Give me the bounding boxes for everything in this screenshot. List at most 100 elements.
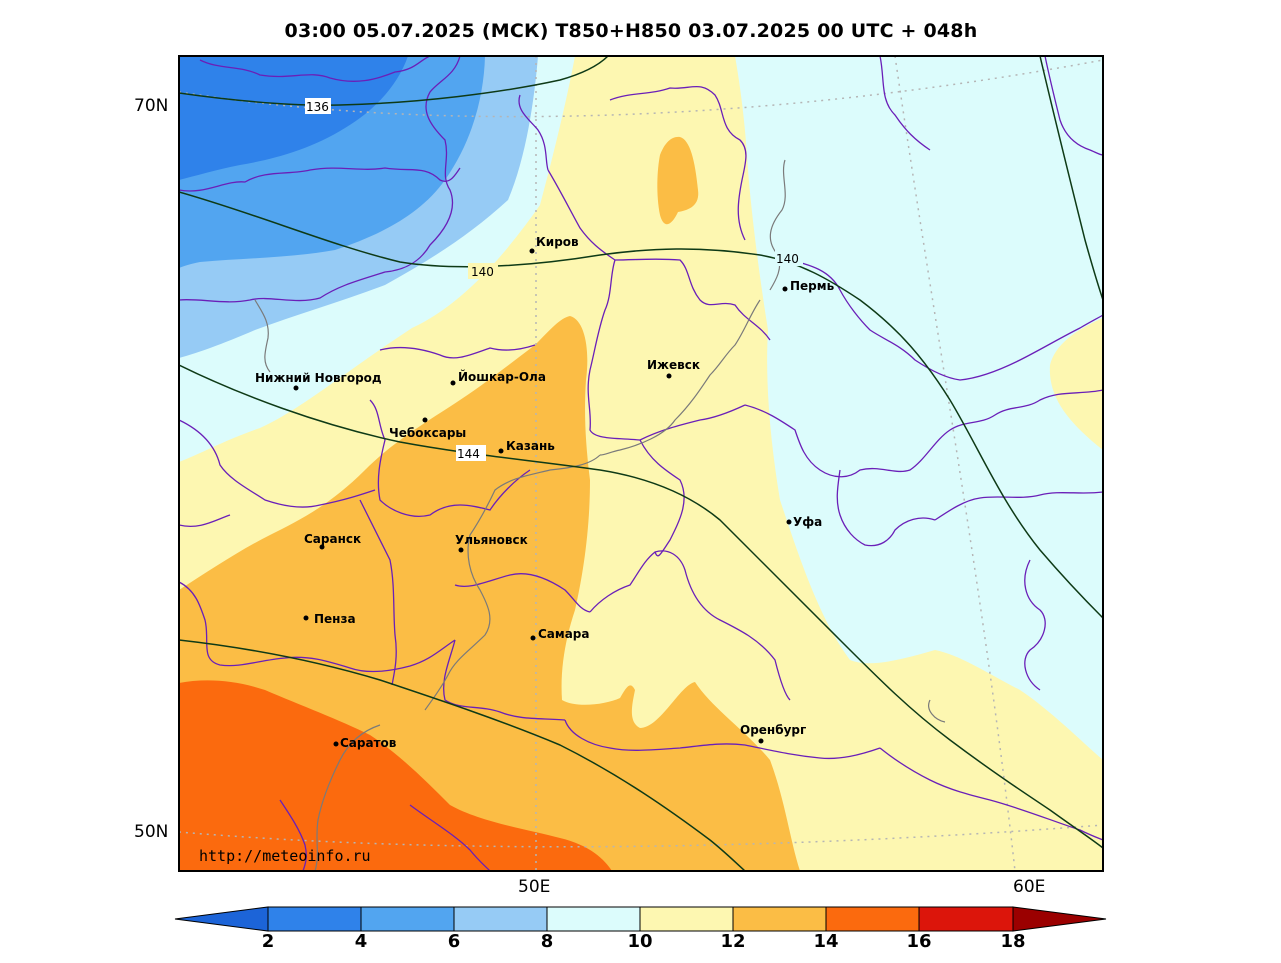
lat-label-50n: 50N bbox=[134, 822, 169, 842]
colorbar-bin-4-6 bbox=[360, 906, 455, 932]
city-izhevsk: Ижевск bbox=[647, 358, 700, 379]
city-nizhny-novgorod: Нижний Новгород bbox=[255, 371, 382, 391]
svg-text:Йошкар-Ола: Йошкар-Ола bbox=[458, 369, 546, 384]
border-line bbox=[639, 439, 685, 557]
border-line bbox=[879, 747, 1103, 841]
temperature-field bbox=[179, 56, 1103, 871]
isohypse-144 bbox=[179, 364, 1103, 849]
city-perm: Пермь bbox=[782, 279, 835, 293]
river-oka bbox=[254, 299, 271, 373]
isohypse-label-144: 144 bbox=[457, 447, 480, 461]
colorbar-tick: 16 bbox=[906, 931, 932, 952]
border-line bbox=[179, 167, 461, 192]
svg-text:Самара: Самара bbox=[538, 627, 590, 641]
region-borders bbox=[179, 56, 1103, 871]
colorbar-tick: 8 bbox=[540, 931, 554, 952]
city-saratov: Саратов bbox=[333, 736, 397, 750]
isohypse-140-east bbox=[1039, 56, 1103, 301]
border-line bbox=[1044, 56, 1103, 156]
border-line bbox=[179, 514, 231, 527]
city-yoshkar-ola: Йошкар-Ола bbox=[450, 369, 546, 386]
isohypse-136 bbox=[179, 56, 609, 106]
cities: Киров Пермь Нижний Новгород Йошкар-Ола И… bbox=[255, 235, 835, 750]
isohypse-labels: 136 140 140 144 bbox=[305, 98, 803, 461]
colorbar-bin-16-18 bbox=[918, 906, 1014, 932]
city-saransk: Саранск bbox=[304, 532, 361, 550]
border-line bbox=[836, 469, 936, 547]
border-line bbox=[1024, 559, 1046, 691]
city-orenburg: Оренбург bbox=[740, 723, 806, 744]
colorbar-tick: 14 bbox=[813, 931, 839, 952]
border-line bbox=[454, 573, 591, 613]
lon-label-50e: 50E bbox=[518, 877, 551, 897]
colorbar-tick: 4 bbox=[354, 931, 368, 952]
border-line bbox=[179, 419, 376, 508]
colorbar-bin-12-14 bbox=[732, 906, 827, 932]
city-kazan: Казань bbox=[498, 439, 555, 454]
source-url[interactable]: http://meteoinfo.ru bbox=[199, 847, 371, 865]
city-samara: Самара bbox=[530, 627, 590, 641]
svg-text:Пермь: Пермь bbox=[790, 279, 835, 293]
temp-band-14-16 bbox=[179, 680, 612, 871]
colorbar-tick: 6 bbox=[447, 931, 461, 952]
temp-band-8-10-east bbox=[735, 56, 1103, 760]
svg-text:Оренбург: Оренбург bbox=[740, 723, 806, 737]
river-kama bbox=[599, 299, 761, 456]
city-ulyanovsk: Ульяновск bbox=[455, 533, 528, 553]
map-frame bbox=[178, 55, 1104, 872]
city-ufa: Уфа bbox=[786, 515, 822, 529]
map-title: 03:00 05.07.2025 (МСК) T850+H850 03.07.2… bbox=[284, 20, 978, 42]
river-ural bbox=[928, 699, 946, 723]
colorbar-bin-6-8 bbox=[453, 906, 548, 932]
border-line bbox=[614, 258, 771, 341]
border-line bbox=[518, 94, 549, 171]
colorbar-tick: 18 bbox=[1000, 931, 1026, 952]
isohypse-label-140-east: 140 bbox=[776, 252, 799, 266]
colorbar-under-triangle bbox=[174, 906, 269, 932]
colorbar-bin-10-12 bbox=[639, 906, 734, 932]
rivers bbox=[254, 159, 946, 871]
border-line bbox=[179, 581, 456, 673]
svg-text:Чебоксары: Чебоксары bbox=[389, 426, 466, 440]
lat-label-70n: 70N bbox=[134, 96, 169, 116]
border-line bbox=[443, 639, 566, 721]
isohypse-label-136: 136 bbox=[306, 100, 329, 114]
graticule-lon-60 bbox=[894, 56, 1016, 871]
colorbar-tick: 10 bbox=[627, 931, 653, 952]
temp-band-2-4 bbox=[179, 56, 408, 180]
svg-text:Саратов: Саратов bbox=[340, 736, 397, 750]
border-line bbox=[879, 56, 931, 151]
colorbar-bin-8-10 bbox=[546, 906, 641, 932]
border-line bbox=[609, 85, 747, 241]
river-kama-upper bbox=[769, 159, 786, 291]
city-penza: Пенза bbox=[303, 612, 356, 626]
svg-text:Саранск: Саранск bbox=[304, 532, 361, 546]
colorbar-tick: 12 bbox=[720, 931, 746, 952]
border-line bbox=[199, 56, 431, 82]
border-line bbox=[744, 389, 1103, 478]
svg-text:Ижевск: Ижевск bbox=[647, 358, 700, 372]
colorbar-bin-2-4 bbox=[267, 906, 362, 932]
border-line bbox=[547, 169, 746, 441]
colorbar bbox=[174, 906, 1107, 932]
border-line bbox=[179, 56, 461, 303]
colorbar-over-triangle bbox=[1012, 906, 1107, 932]
border-line bbox=[934, 491, 1103, 521]
city-kirov: Киров bbox=[529, 235, 579, 254]
colorbar-bin-14-16 bbox=[825, 906, 920, 932]
river-volga bbox=[424, 454, 601, 711]
city-cheboksary: Чебоксары bbox=[389, 417, 466, 440]
svg-text:Уфа: Уфа bbox=[793, 515, 822, 529]
graticule-lat-50 bbox=[179, 824, 1103, 848]
border-line bbox=[279, 799, 307, 871]
border-line bbox=[789, 259, 1103, 381]
isohypse-148 bbox=[179, 639, 746, 871]
border-line bbox=[564, 719, 881, 760]
graticule-lat-70 bbox=[179, 59, 1103, 118]
temp-band-12-14-north bbox=[657, 136, 699, 225]
border-line bbox=[359, 499, 397, 686]
border-line bbox=[589, 550, 791, 701]
river-volga-lower bbox=[314, 724, 381, 871]
svg-text:Киров: Киров bbox=[536, 235, 579, 249]
